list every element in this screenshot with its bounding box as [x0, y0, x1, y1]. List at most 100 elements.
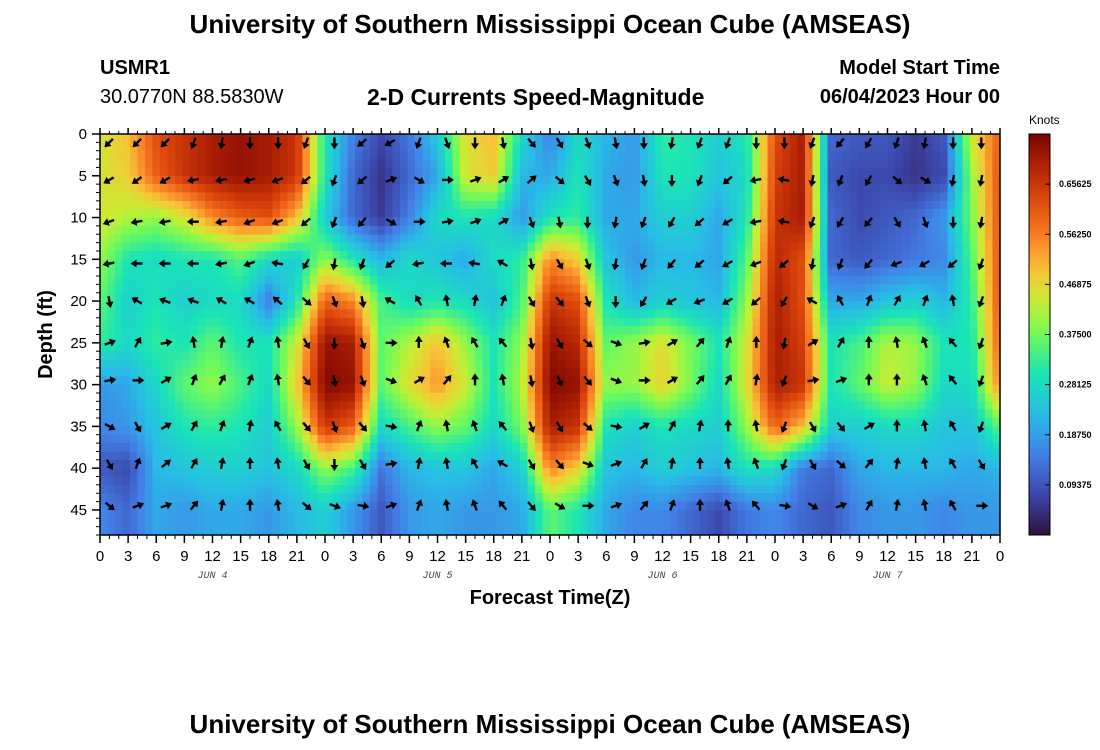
heatmap-cell	[160, 309, 169, 319]
heatmap-cell	[250, 225, 259, 235]
heatmap-cell	[265, 367, 274, 377]
heatmap-cell	[280, 476, 289, 486]
heatmap-cell	[797, 234, 806, 244]
heatmap-cell	[865, 392, 874, 402]
heatmap-cell	[407, 276, 416, 285]
heatmap-cell	[295, 376, 304, 386]
heatmap-cell	[355, 150, 364, 160]
heatmap-cell	[587, 443, 596, 453]
heatmap-cell	[190, 167, 199, 177]
heatmap-cell	[715, 167, 724, 177]
heatmap-cell	[550, 376, 559, 386]
heatmap-cell	[925, 184, 934, 194]
heatmap-cell	[377, 234, 386, 244]
heatmap-cell	[182, 309, 191, 319]
heatmap-cell	[730, 250, 739, 260]
heatmap-cell	[880, 451, 889, 461]
heatmap-cell	[677, 359, 686, 369]
heatmap-cell	[775, 192, 784, 202]
heatmap-cell	[955, 418, 964, 427]
heatmap-cell	[220, 326, 229, 336]
heatmap-cell	[482, 267, 491, 277]
heatmap-cell	[767, 284, 776, 294]
heatmap-cell	[355, 134, 364, 143]
heatmap-cell	[557, 184, 566, 194]
heatmap-cell	[925, 242, 934, 252]
heatmap-cell	[160, 392, 169, 402]
heatmap-cell	[842, 259, 851, 269]
heatmap-cell	[857, 301, 866, 311]
heatmap-cell	[385, 409, 394, 419]
heatmap-cell	[505, 292, 514, 302]
heatmap-cell	[910, 134, 919, 143]
heatmap-cell	[392, 134, 401, 143]
heatmap-cell	[872, 217, 881, 227]
heatmap-cell	[820, 150, 829, 160]
heatmap-cell	[182, 351, 191, 361]
heatmap-cell	[737, 392, 746, 402]
heatmap-cell	[752, 301, 761, 311]
heatmap-cell	[385, 392, 394, 402]
heatmap-cell	[565, 192, 574, 202]
heatmap-cell	[550, 200, 559, 210]
heatmap-cell	[670, 443, 679, 453]
heatmap-cell	[985, 434, 994, 444]
heatmap-cell	[370, 334, 379, 344]
heatmap-cell	[505, 451, 514, 461]
heatmap-cell	[152, 234, 161, 244]
heatmap-cell	[647, 259, 656, 269]
heatmap-cell	[535, 367, 544, 377]
heatmap-cell	[302, 401, 311, 411]
heatmap-cell	[962, 259, 971, 269]
heatmap-cell	[902, 259, 911, 269]
heatmap-cell	[722, 150, 731, 160]
heatmap-cell	[235, 334, 244, 344]
heatmap-cell	[932, 359, 941, 369]
heatmap-cell	[827, 150, 836, 160]
heatmap-cell	[700, 351, 709, 361]
heatmap-cell	[175, 276, 184, 285]
heatmap-cell	[737, 200, 746, 210]
heatmap-cell	[137, 392, 146, 402]
heatmap-cell	[677, 434, 686, 444]
heatmap-cell	[355, 159, 364, 169]
heatmap-cell	[377, 276, 386, 285]
heatmap-cell	[520, 342, 529, 352]
heatmap-cell	[542, 459, 551, 469]
heatmap-cell	[722, 292, 731, 302]
heatmap-cell	[842, 326, 851, 336]
heatmap-cell	[437, 150, 446, 160]
heatmap-cell	[482, 217, 491, 227]
heatmap-cell	[460, 150, 469, 160]
heatmap-cell	[310, 384, 319, 394]
heatmap-cell	[310, 184, 319, 194]
heatmap-cell	[880, 250, 889, 260]
heatmap-cell	[145, 150, 154, 160]
heatmap-cell	[947, 359, 956, 369]
heatmap-cell	[707, 242, 716, 252]
heatmap-cell	[167, 468, 176, 478]
heatmap-cell	[467, 292, 476, 302]
heatmap-cell	[782, 359, 791, 369]
heatmap-cell	[917, 367, 926, 377]
heatmap-cell	[962, 159, 971, 169]
heatmap-cell	[242, 443, 251, 453]
heatmap-cell	[100, 200, 109, 210]
heatmap-cell	[235, 317, 244, 327]
heatmap-cell	[910, 225, 919, 235]
heatmap-cell	[992, 167, 1001, 177]
heatmap-cell	[385, 242, 394, 252]
heatmap-cell	[122, 301, 131, 311]
heatmap-cell	[362, 225, 371, 235]
heatmap-cell	[985, 134, 994, 143]
heatmap-cell	[265, 418, 274, 427]
heatmap-cell	[280, 351, 289, 361]
heatmap-cell	[437, 217, 446, 227]
heatmap-cell	[760, 167, 769, 177]
heatmap-cell	[107, 359, 116, 369]
heatmap-cell	[880, 317, 889, 327]
heatmap-cell	[430, 426, 439, 436]
heatmap-cell	[550, 384, 559, 394]
heatmap-cell	[962, 250, 971, 260]
heatmap-cell	[182, 175, 191, 185]
